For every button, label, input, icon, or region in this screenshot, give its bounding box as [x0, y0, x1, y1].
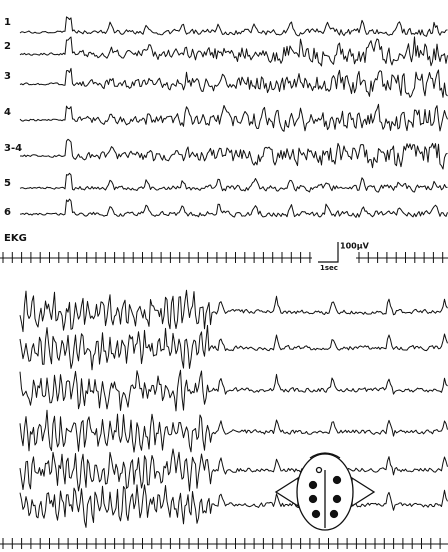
channel-label: 5	[4, 178, 11, 189]
channel-label: 1	[4, 17, 11, 28]
electrode	[310, 496, 317, 503]
channel-label: 2	[4, 41, 11, 52]
scale-voltage: 100μV	[340, 242, 370, 251]
channel-label: 6	[4, 207, 11, 218]
electrode	[313, 511, 320, 518]
eeg-figure: 1 2 3 4 3-4 5 6 EKG 100μV 1sec	[0, 0, 448, 552]
electrode	[334, 496, 341, 503]
channel-label: 4	[4, 107, 11, 118]
electrode	[331, 511, 338, 518]
channel-label: 3	[4, 71, 11, 82]
electrode	[317, 468, 322, 473]
channel-label: EKG	[4, 233, 27, 244]
scale-time: 1sec	[320, 264, 338, 272]
electrode	[310, 482, 317, 489]
electrode	[334, 477, 341, 484]
channel-label: 3-4	[4, 143, 22, 154]
